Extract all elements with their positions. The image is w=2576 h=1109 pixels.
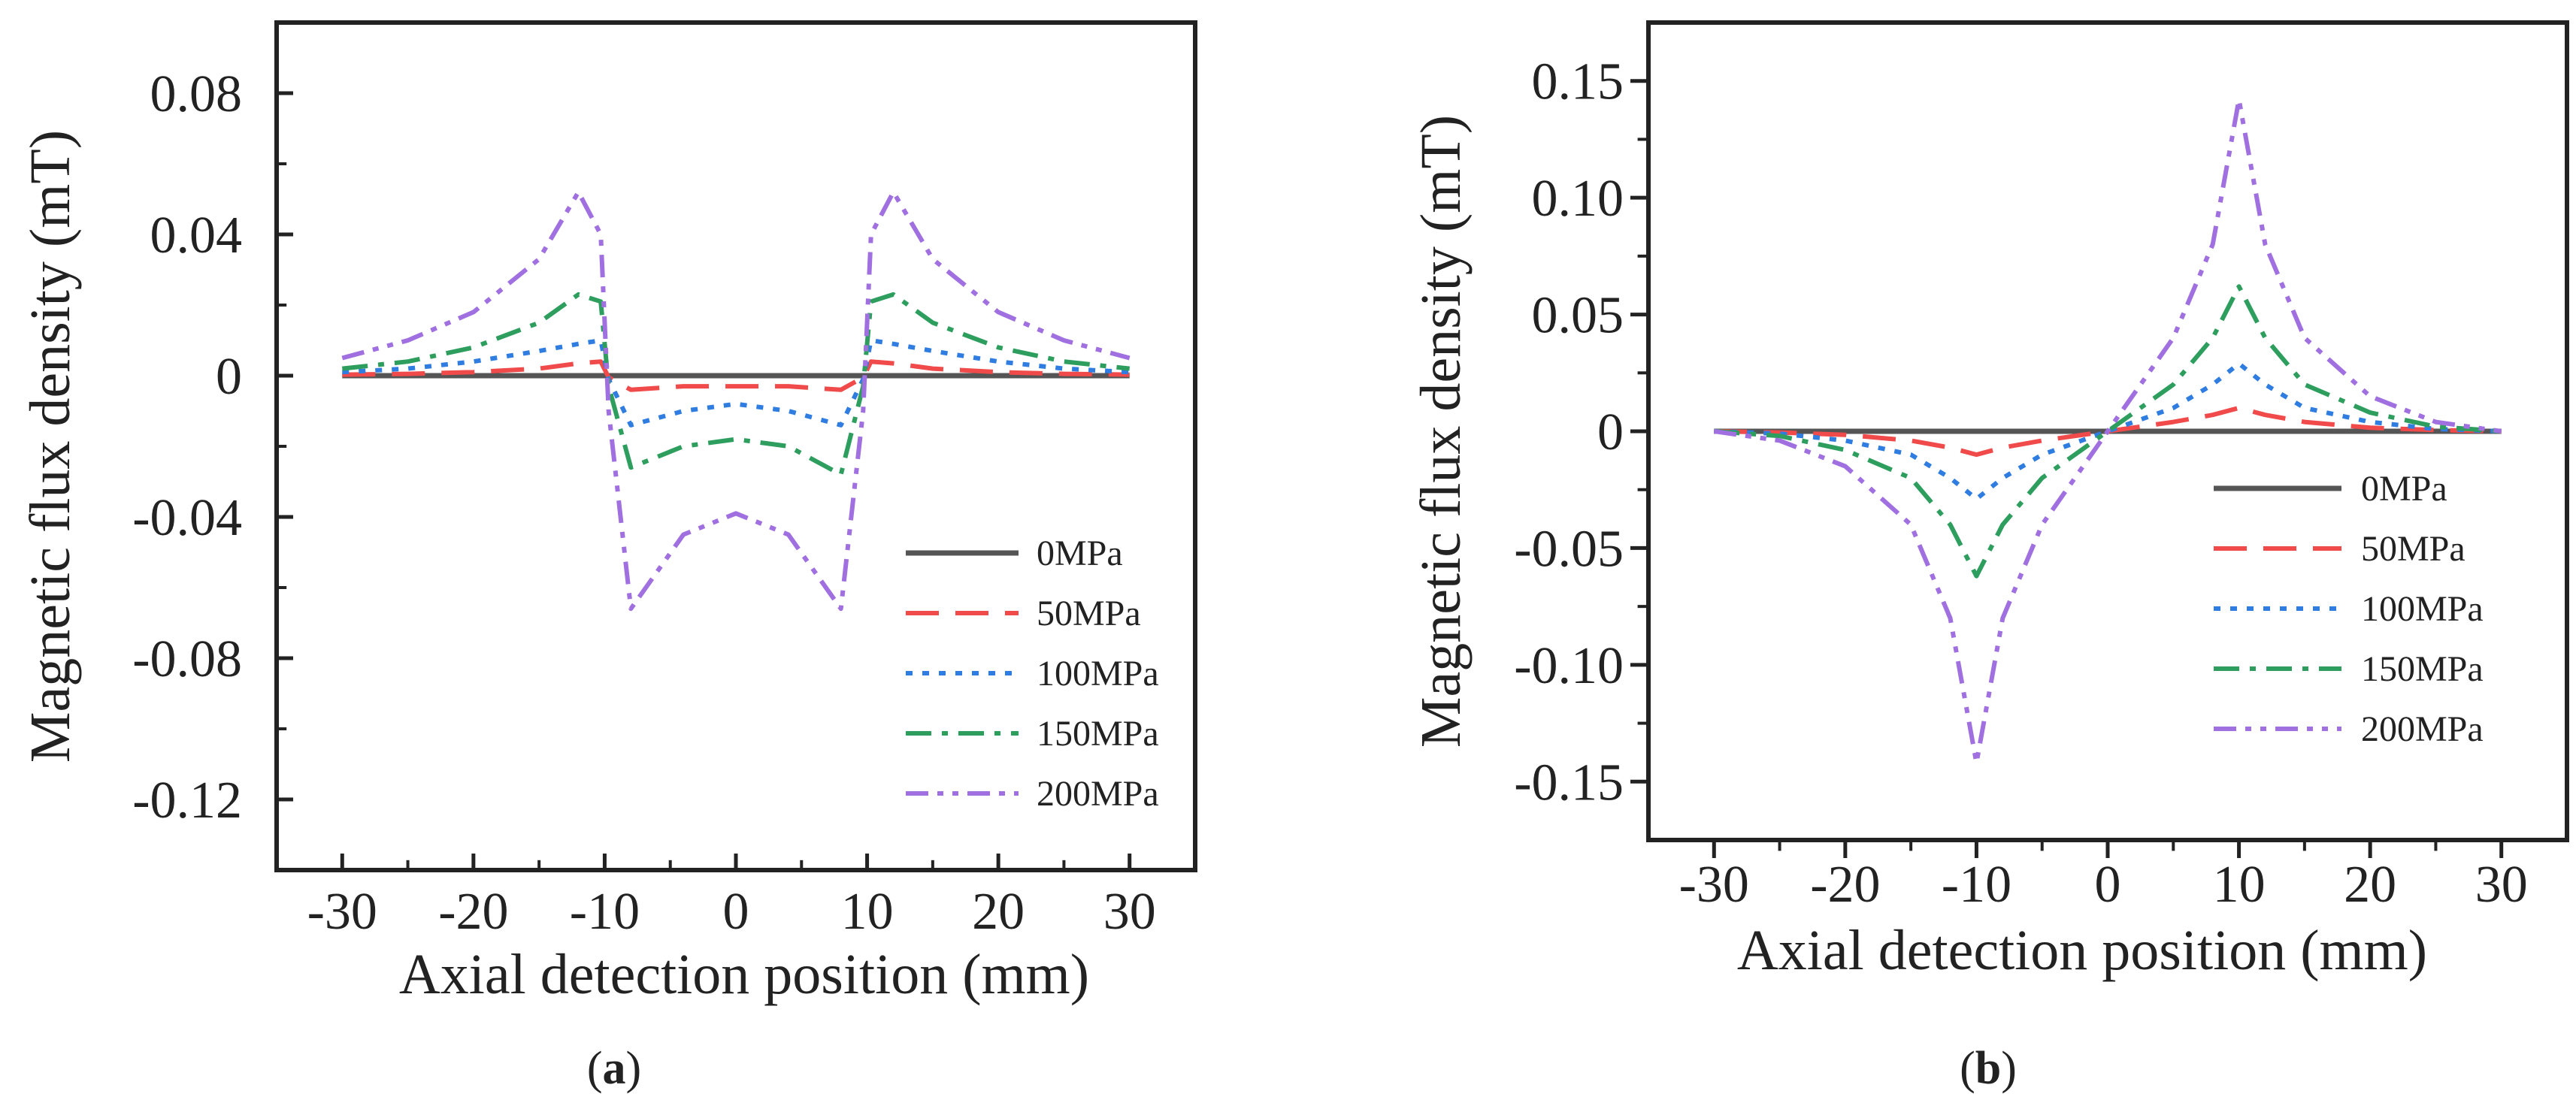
panel-a-chart: 0.08 0.04 0 -0.04 -0.08 -0.12 -30 -20 -10 0 10 20 3… <box>19 20 1197 1094</box>
panel-a-legend-label: 200MPa <box>1037 774 1159 814</box>
panel-b-y-tick-label: -0.15 <box>1514 754 1624 811</box>
panel-a-x-tick-label: -10 <box>570 883 640 941</box>
panel-a-x-tick-label: 10 <box>841 883 894 941</box>
panel-b-x-tick-label: 10 <box>2213 856 2266 914</box>
panel-b-x-ticks: -30 -20 -10 0 10 20 30 <box>1679 840 2528 914</box>
panel-a-legend-label: 100MPa <box>1037 654 1159 694</box>
panel-b-legend-label: 100MPa <box>2361 589 2484 629</box>
panel-a-caption: (a) <box>587 1043 641 1094</box>
panel-b-legend-label: 200MPa <box>2361 709 2484 749</box>
panel-b-y-tick-label: 0.05 <box>1532 287 1624 345</box>
panel-b-caption: (b) <box>1960 1043 2017 1094</box>
panel-a-y-tick-label: 0.04 <box>150 207 243 264</box>
panel-b-y-tick-label: 0.15 <box>1532 53 1624 111</box>
panel-b-y-ticks: 0.15 0.10 0.05 0 -0.05 -0.10 -0.15 <box>1514 53 1648 811</box>
panel-b-x-tick-label: -10 <box>1942 856 2011 914</box>
panel-b-series-group <box>1713 97 2502 766</box>
panel-a-y-tick-label: -0.08 <box>132 630 242 688</box>
panel-a-series-200mpa <box>341 189 1131 612</box>
panel-a-legend: 0MPa 50MPa 100MPa 150MPa 200MPa <box>906 533 1159 814</box>
panel-a-legend-label: 50MPa <box>1037 594 1141 633</box>
panel-b-x-tick-label: 0 <box>2095 856 2121 914</box>
panel-a-x-ticks: -30 -20 -10 0 10 20 30 <box>307 854 1156 941</box>
panel-b-y-tick-label: 0.10 <box>1532 170 1624 228</box>
panel-a-series-group <box>341 189 1131 612</box>
panel-a-x-axis-title: Axial detection position (mm) <box>399 943 1089 1006</box>
panel-a-x-tick-label: 20 <box>972 883 1025 941</box>
panel-a-x-tick-label: -30 <box>307 883 377 941</box>
panel-a-legend-label: 0MPa <box>1037 533 1123 573</box>
panel-b-y-tick-label: 0 <box>1597 403 1624 461</box>
panel-b-x-tick-label: 20 <box>2344 856 2396 914</box>
panel-a-caption-letter: a <box>603 1043 626 1094</box>
panel-b-x-axis-title: Axial detection position (mm) <box>1737 919 2427 982</box>
panel-b-x-tick-label: -30 <box>1679 856 1749 914</box>
panel-b-legend-label: 150MPa <box>2361 649 2484 689</box>
panel-b-chart: 0.15 0.10 0.05 0 -0.05 -0.10 -0.15 -30 -20 -10 0 1… <box>1409 20 2569 1094</box>
panel-a-y-tick-label: -0.12 <box>132 772 242 829</box>
panel-b-caption-letter: b <box>1975 1043 2001 1094</box>
panel-a-series-150mpa <box>341 292 1131 477</box>
panel-b-y-tick-label: -0.05 <box>1514 520 1624 578</box>
panel-a-y-ticks: 0.08 0.04 0 -0.04 -0.08 -0.12 <box>132 65 293 829</box>
panel-a-x-tick-label: 0 <box>723 883 749 941</box>
panel-a-y-tick-label: -0.04 <box>132 489 242 547</box>
panel-b-series-200mpa <box>1713 97 2502 766</box>
panel-b-legend-label: 0MPa <box>2361 469 2447 509</box>
panel-a-legend-label: 150MPa <box>1037 714 1159 754</box>
panel-a-y-tick-label: 0 <box>216 348 242 406</box>
panel-b-y-tick-label: -0.10 <box>1514 637 1624 695</box>
panel-b-series-150mpa <box>1714 284 2502 579</box>
panel-a-y-axis-title: Magnetic flux density (mT) <box>19 130 82 763</box>
panel-a-y-tick-label: 0.08 <box>150 65 243 123</box>
panel-a-x-tick-label: -20 <box>438 883 508 941</box>
panel-b-legend: 0MPa 50MPa 100MPa 150MPa 200MPa <box>2214 469 2484 749</box>
panel-a-series-50mpa <box>342 359 1130 392</box>
panel-b-x-tick-label: 30 <box>2475 856 2528 914</box>
panel-a-x-tick-label: 30 <box>1103 883 1156 941</box>
panel-b-legend-label: 50MPa <box>2361 529 2466 569</box>
panel-b-y-axis-title: Magnetic flux density (mT) <box>1409 115 1473 748</box>
panel-b-x-tick-label: -20 <box>1810 856 1880 914</box>
